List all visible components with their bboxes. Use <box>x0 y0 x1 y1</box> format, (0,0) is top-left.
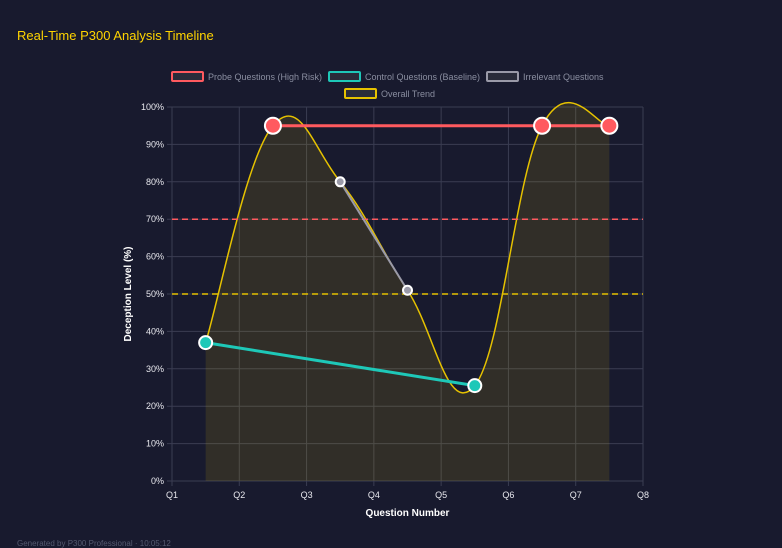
x-tick-label: Q4 <box>368 490 380 500</box>
data-point <box>402 284 413 296</box>
x-axis-label: Question Number <box>366 508 450 519</box>
y-tick-label: 90% <box>146 139 164 149</box>
data-point <box>600 116 619 135</box>
y-tick-label: 50% <box>146 289 164 299</box>
legend-swatch <box>486 71 519 82</box>
y-tick-label: 10% <box>146 439 164 449</box>
series-line <box>205 341 476 388</box>
y-tick-label: 70% <box>146 214 164 224</box>
x-tick-label: Q2 <box>233 490 245 500</box>
y-tick-label: 100% <box>141 102 164 112</box>
chart-title: Real-Time P300 Analysis Timeline <box>17 28 214 43</box>
y-tick-label: 30% <box>146 364 164 374</box>
legend-label: Probe Questions (High Risk) <box>208 72 322 82</box>
legend-label: Irrelevant Questions <box>523 72 604 82</box>
legend-label: Control Questions (Baseline) <box>365 72 480 82</box>
y-tick-label: 60% <box>146 252 164 262</box>
data-point <box>467 378 483 394</box>
data-point <box>263 116 282 135</box>
legend-label: Overall Trend <box>381 89 435 99</box>
y-axis-label: Deception Level (%) <box>123 246 134 341</box>
legend-swatch <box>171 71 204 82</box>
data-point <box>533 116 552 135</box>
legend-swatch <box>328 71 361 82</box>
legend-swatch <box>344 88 377 99</box>
x-tick-label: Q6 <box>502 490 514 500</box>
trend-line <box>204 101 610 394</box>
x-tick-label: Q8 <box>637 490 649 500</box>
data-point <box>198 335 214 351</box>
x-tick-label: Q5 <box>435 490 447 500</box>
x-tick-label: Q3 <box>301 490 313 500</box>
y-tick-label: 20% <box>146 401 164 411</box>
data-point <box>334 176 346 188</box>
y-tick-label: 80% <box>146 177 164 187</box>
y-tick-label: 0% <box>151 476 164 486</box>
x-tick-label: Q1 <box>166 490 178 500</box>
footer-text: Generated by P300 Professional · 10:05:1… <box>17 539 171 548</box>
x-tick-label: Q7 <box>570 490 582 500</box>
series-line <box>339 181 409 291</box>
y-tick-label: 40% <box>146 326 164 336</box>
